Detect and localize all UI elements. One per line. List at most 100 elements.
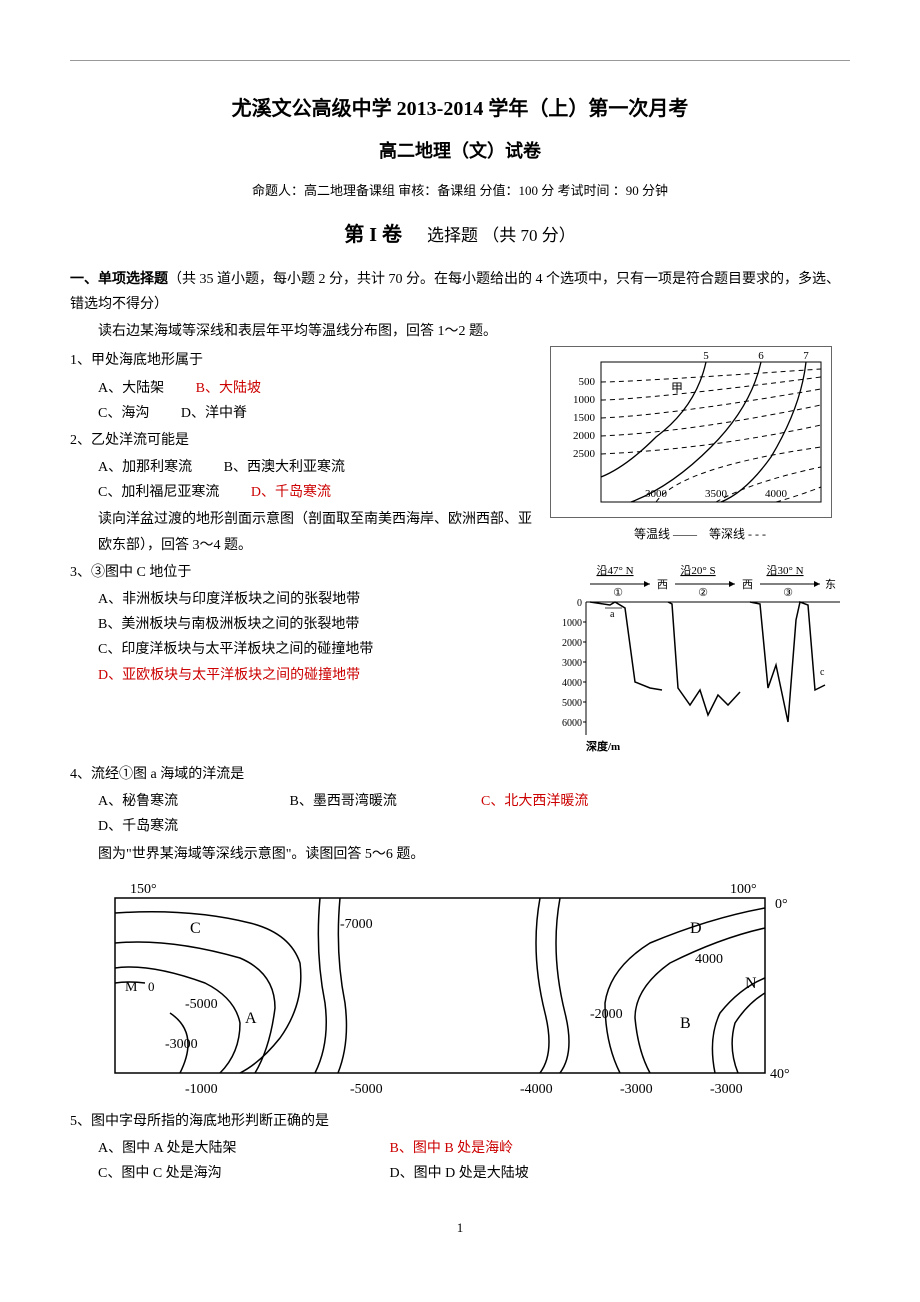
page-number: 1 — [70, 1216, 850, 1239]
q1-stem: 1、甲处海底地形属于 — [70, 348, 540, 373]
f3-A: A — [245, 1010, 257, 1027]
f3-lon-right: 100° — [730, 882, 757, 897]
f1-d4000: 4000 — [765, 488, 788, 500]
f1-leg-dash: 等深线 - - - — [709, 527, 766, 541]
q2-C: C、加利福尼亚寒流 — [98, 480, 219, 505]
figure-1-legend: 等温线 —— 等深线 - - - — [550, 524, 850, 546]
meta-line: 命题人：高二地理备课组 审核：备课组 分值：100 分 考试时间 ：90 分钟 — [70, 179, 850, 202]
q2-stem: 2、乙处洋流可能是 — [70, 428, 540, 453]
q2-D: D、千岛寒流 — [251, 480, 331, 505]
q4-C: C、北大西洋暖流 — [481, 789, 641, 814]
q3-options: A、非洲板块与印度洋板块之间的张裂地带 B、美洲板块与南极洲板块之间的张裂地带 … — [70, 587, 540, 688]
figures-col: 500 1000 1500 2000 2500 3000 3500 4000 5… — [540, 346, 850, 760]
f1-d2000: 2000 — [573, 430, 596, 442]
f3-lon-left: 150° — [130, 882, 157, 897]
f3-lat-bot: 40° — [770, 1067, 790, 1082]
f2-h1-lat: 沿47° N — [596, 564, 633, 577]
f3-C: C — [190, 920, 201, 937]
q12-row: 1、甲处海底地形属于 A、大陆架 B、大陆坡 C、海沟 D、洋中脊 2、乙处洋流… — [70, 346, 850, 760]
q3-C: C、印度洋板块与太平洋板块之间的碰撞地带 — [98, 637, 540, 662]
f1-d500: 500 — [579, 376, 596, 388]
q5-A: A、图中 A 处是大陆架 — [98, 1136, 358, 1161]
q2-A: A、加那利寒流 — [98, 455, 192, 480]
section-title: 第 I 卷 选择题 （共 70 分） — [70, 217, 850, 253]
q3-B: B、美洲板块与南极洲板块之间的张裂地带 — [98, 612, 540, 637]
f3-l-5000b: -5000 — [350, 1082, 383, 1097]
f3-B: B — [680, 1015, 691, 1032]
exam-page: 尤溪文公高级中学 2013-2014 学年（上）第一次月考 高二地理（文）试卷 … — [0, 0, 920, 1280]
figure-1: 500 1000 1500 2000 2500 3000 3500 4000 5… — [550, 346, 832, 518]
f1-t7: 7 — [803, 350, 809, 362]
f2-a: a — [610, 609, 615, 620]
f3-M0: 0 — [148, 979, 155, 994]
q2-options: A、加那利寒流 B、西澳大利亚寒流 C、加利福尼亚寒流 D、千岛寒流 — [70, 455, 540, 505]
f2-t4: 4000 — [562, 678, 582, 689]
f3-M: M — [125, 980, 138, 995]
f1-d1500: 1500 — [573, 412, 596, 424]
f2-t3: 3000 — [562, 658, 582, 669]
q1-B: B、大陆坡 — [196, 376, 261, 401]
q1-A: A、大陆架 — [98, 376, 164, 401]
intro-1: 读右边某海域等深线和表层年平均等温线分布图，回答 1～2 题。 — [70, 319, 850, 344]
f2-t2: 2000 — [562, 638, 582, 649]
figure-3-svg: 150° 100° 0° 40° -7000 C M 0 -5000 A -30… — [90, 873, 790, 1103]
heading-1: 一、单项选择题（共 35 道小题，每小题 2 分，共计 70 分。在每小题给出的… — [70, 267, 850, 317]
f1-leg-solid: 等温线 —— — [634, 527, 697, 541]
f2-h3-num: ③ — [783, 587, 793, 599]
q1-D: D、洋中脊 — [181, 401, 247, 426]
f2-h2-num: ② — [698, 587, 708, 599]
f3-l-3000c: -3000 — [710, 1082, 743, 1097]
f3-l-3000a: -3000 — [165, 1037, 198, 1052]
figure-2-svg: 沿47° N 沿20° S 沿30° N 西 西 东 ① ② ③ — [550, 560, 840, 760]
q2-B: B、西澳大利亚寒流 — [224, 455, 345, 480]
figure-1-svg: 500 1000 1500 2000 2500 3000 3500 4000 5… — [551, 347, 831, 517]
f3-N: N — [745, 975, 757, 992]
f3-l-4000: -4000 — [520, 1082, 553, 1097]
heading-1-b: （共 35 道小题，每小题 2 分，共计 70 分。在每小题给出的 4 个选项中… — [70, 272, 840, 312]
q4-stem: 4、流经①图 a 海域的洋流是 — [70, 762, 850, 787]
heading-1-a: 一、单项选择题 — [70, 272, 168, 287]
f1-d1000: 1000 — [573, 394, 596, 406]
f1-jia: 甲 — [671, 381, 683, 395]
q3-D: D、亚欧板块与太平洋板块之间的碰撞地带 — [98, 663, 540, 688]
f3-l-2000: -2000 — [590, 1007, 623, 1022]
f1-t6: 6 — [758, 350, 764, 362]
f2-c: c — [820, 667, 825, 678]
q3-stem: 3、③图中 C 地位于 — [70, 560, 540, 585]
q5-D: D、图中 D 处是大陆坡 — [390, 1161, 529, 1186]
f3-l-1000: -1000 — [185, 1082, 218, 1097]
q4-D: D、千岛寒流 — [98, 814, 258, 839]
q4-options: A、秘鲁寒流 B、墨西哥湾暖流 C、北大西洋暖流 D、千岛寒流 — [70, 789, 850, 839]
f2-t5: 5000 — [562, 698, 582, 709]
f2-h2-dir: 西 — [742, 579, 753, 591]
f3-l-5000a: -5000 — [185, 997, 218, 1012]
q5-options: A、图中 A 处是大陆架 B、图中 B 处是海岭 C、图中 C 处是海沟 D、图… — [70, 1136, 850, 1186]
top-rule — [70, 60, 850, 61]
section-title-b: 选择题 （共 70 分） — [427, 226, 576, 245]
section-title-a: 第 I 卷 — [344, 224, 402, 246]
sub-title: 高二地理（文）试卷 — [70, 135, 850, 167]
f1-t5: 5 — [703, 350, 709, 362]
f2-h1-dir: 西 — [657, 579, 668, 591]
f2-t1: 1000 — [562, 618, 582, 629]
q5-C: C、图中 C 处是海沟 — [98, 1161, 358, 1186]
q5-stem: 5、图中字母所指的海底地形判断正确的是 — [70, 1109, 850, 1134]
f2-t0: 0 — [577, 598, 582, 609]
f3-l7000: -7000 — [340, 917, 373, 932]
main-title: 尤溪文公高级中学 2013-2014 学年（上）第一次月考 — [70, 91, 850, 127]
f2-h2-lat: 沿20° S — [680, 564, 715, 577]
f2-depthlabel: 深度/m — [586, 739, 620, 753]
intro-3: 图为"世界某海域等深线示意图"。读图回答 5～6 题。 — [70, 842, 850, 867]
figure-2: 沿47° N 沿20° S 沿30° N 西 西 东 ① ② ③ — [550, 560, 840, 760]
q12-left: 1、甲处海底地形属于 A、大陆架 B、大陆坡 C、海沟 D、洋中脊 2、乙处洋流… — [70, 346, 540, 687]
figure-3: 150° 100° 0° 40° -7000 C M 0 -5000 A -30… — [90, 873, 790, 1103]
q4-B: B、墨西哥湾暖流 — [290, 789, 450, 814]
q5-B: B、图中 B 处是海岭 — [390, 1136, 514, 1161]
f2-h3-dir: 东 — [825, 578, 836, 591]
q4-A: A、秘鲁寒流 — [98, 789, 258, 814]
intro-2: 读向洋盆过渡的地形剖面示意图（剖面取至南美西海岸、欧洲西部、亚欧东部），回答 3… — [70, 507, 540, 557]
f2-t6: 6000 — [562, 718, 582, 729]
f2-h1-num: ① — [613, 587, 623, 599]
f3-l4000: 4000 — [695, 952, 723, 967]
f3-lat-top: 0° — [775, 897, 788, 912]
